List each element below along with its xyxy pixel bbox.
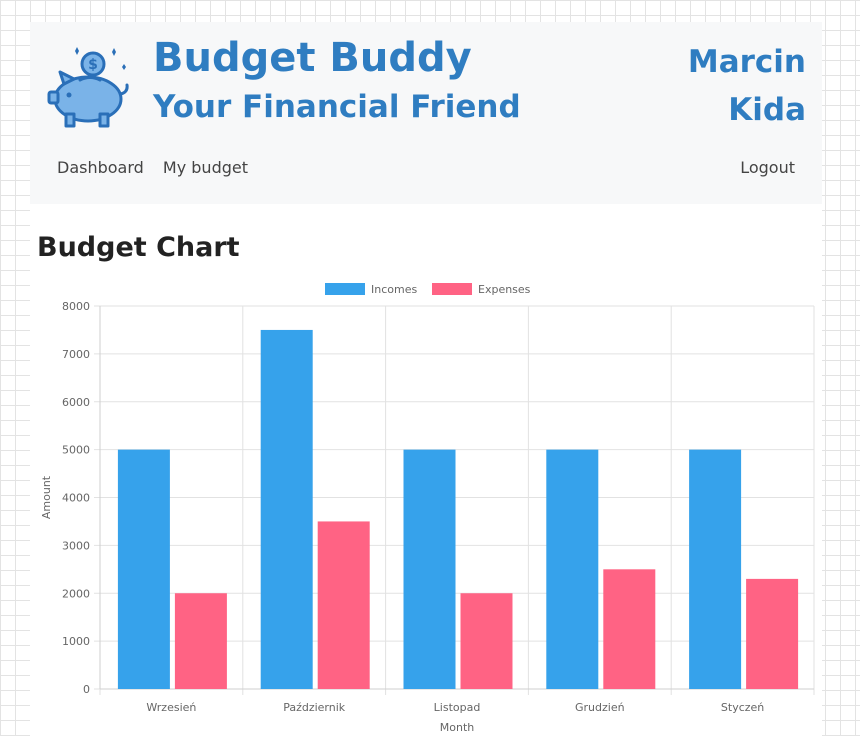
x-tick-label: Grudzień [575,701,625,714]
user-name: Marcin Kida [688,38,806,134]
app-title: Budget Buddy [153,35,472,81]
legend-label-incomes: Incomes [371,283,417,296]
legend-swatch-expenses [432,283,472,295]
app-subtitle: Your Financial Friend [153,89,521,125]
page-title: Budget Chart [37,232,240,263]
nav-dashboard-link[interactable]: Dashboard [57,158,144,177]
bar-expenses [317,521,370,689]
y-tick-label: 6000 [62,396,90,409]
legend-label-expenses: Expenses [478,283,531,296]
bar-expenses [603,569,656,689]
svg-text:$: $ [88,57,98,73]
bar-incomes [260,329,313,689]
y-axis-title: Amount [40,475,53,519]
y-tick-label: 5000 [62,444,90,457]
logout-link[interactable]: Logout [740,158,795,177]
bar-expenses [460,593,513,689]
y-tick-label: 0 [83,683,90,696]
y-tick-label: 7000 [62,348,90,361]
x-tick-label: Październik [283,701,346,714]
bar-incomes [546,449,599,689]
piggy-bank-icon: $ [47,47,129,128]
bar-expenses [746,578,799,689]
bar-incomes [403,449,456,689]
y-tick-label: 4000 [62,492,90,505]
main-nav: Dashboard My budget [57,158,262,177]
bar-expenses [174,593,227,689]
x-tick-label: Listopad [434,701,481,714]
user-first-name: Marcin [687,44,806,80]
legend-swatch-incomes [325,283,365,295]
header: $ Budget Buddy Your Financial Friend Mar… [30,22,822,204]
y-tick-label: 3000 [62,539,90,552]
page: $ Budget Buddy Your Financial Friend Mar… [30,22,822,736]
x-tick-label: Styczeń [721,701,764,714]
y-tick-label: 8000 [62,300,90,313]
nav-my-budget-link[interactable]: My budget [162,158,248,177]
bar-incomes [689,449,742,689]
x-tick-label: Wrzesień [146,701,196,714]
user-last-name: Kida [728,92,806,128]
budget-chart: 0 1000 2000 3000 4000 5000 6000 7000 8000 Wrzesie… [40,283,815,734]
y-tick-label: 2000 [62,587,90,600]
x-axis-title: Month [440,721,475,734]
bar-incomes [117,449,170,689]
y-tick-label: 1000 [62,635,90,648]
